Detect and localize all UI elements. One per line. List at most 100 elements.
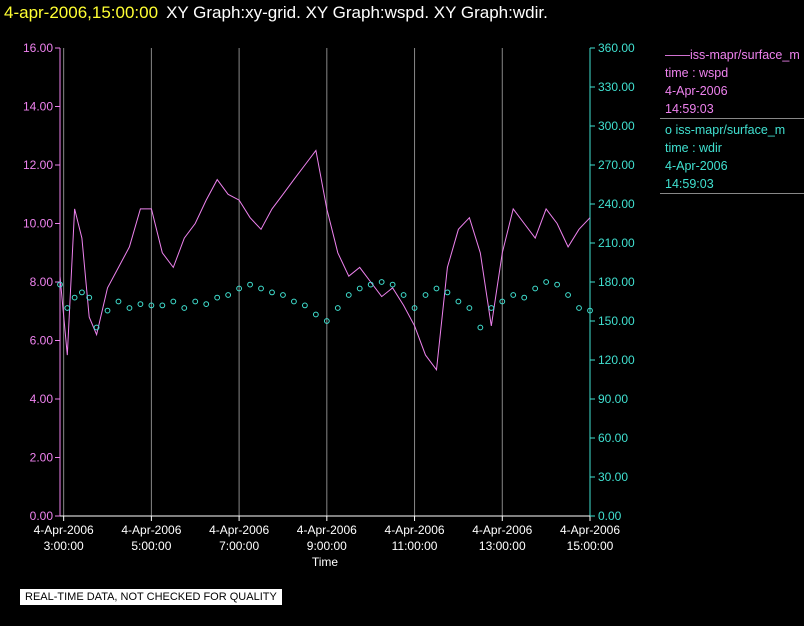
x-tick-label-date: 4-Apr-2006 (121, 523, 181, 537)
series-wdir-point (57, 281, 63, 288)
series-wdir-point (554, 281, 561, 288)
y-right-tick-label: 330.00 (598, 80, 635, 94)
series-wdir-point (587, 307, 593, 314)
x-tick-label-time: 13:00:00 (479, 539, 526, 553)
series-wdir-point (104, 307, 111, 314)
legend-wdir-var: time : wdir (665, 141, 722, 155)
series-wdir-point (148, 302, 155, 309)
legend-line-symbol: —— (665, 48, 690, 62)
series-wdir-point (565, 292, 571, 298)
series-wdir-point (521, 294, 528, 301)
y-right-tick-label: 0.00 (598, 509, 622, 523)
series-wdir-point (64, 305, 71, 311)
series-wdir-point (543, 279, 550, 285)
series-wdir-point (159, 302, 166, 309)
y-left-tick-label: 12.00 (23, 158, 53, 172)
y-right-tick-label: 360.00 (598, 41, 635, 55)
series-wdir-point (356, 285, 363, 292)
y-left-tick-label: 6.00 (30, 334, 54, 348)
series-wdir-point (258, 285, 264, 292)
series-wdir-point (422, 292, 429, 298)
series-wdir-point (79, 289, 85, 296)
y-left-tick-label: 14.00 (23, 100, 53, 114)
x-axis-label: Time (312, 555, 339, 569)
legend-wdir-date: 4-Apr-2006 (665, 159, 728, 173)
legend-wspd-var: time : wspd (665, 66, 729, 80)
series-wdir-point (86, 294, 93, 301)
series-wdir-point (225, 292, 232, 298)
x-tick-label-date: 4-Apr-2006 (297, 523, 357, 537)
series-wdir-point (345, 292, 352, 298)
series-wdir-point (247, 281, 253, 288)
x-tick-label-time: 15:00:00 (567, 539, 614, 553)
y-right-tick-label: 210.00 (598, 236, 635, 250)
y-left-tick-label: 2.00 (30, 451, 54, 465)
series-wdir-point (192, 298, 199, 305)
series-wdir-point (236, 285, 243, 292)
y-right-tick-label: 90.00 (598, 392, 628, 406)
series-wdir-point (181, 305, 188, 311)
legend-wspd-name: iss-mapr/surface_m (690, 48, 800, 62)
y-right-tick-label: 60.00 (598, 431, 628, 445)
x-tick-label-date: 4-Apr-2006 (209, 523, 269, 537)
series-wdir-point (137, 301, 144, 308)
series-wdir-point (115, 298, 122, 305)
graph-titles: XY Graph:xy-grid. XY Graph:wspd. XY Grap… (166, 3, 548, 22)
legend-wspd-date: 4-Apr-2006 (665, 84, 728, 98)
y-left-tick-label: 10.00 (23, 217, 53, 231)
x-tick-label-time: 11:00:00 (392, 539, 438, 553)
series-wdir-point (71, 294, 78, 301)
series-wdir-point (170, 298, 177, 305)
series-wdir-point (455, 298, 462, 305)
series-wdir-point (576, 305, 582, 311)
legend-wdir: o iss-mapr/surface_m time : wdir 4-Apr-2… (660, 119, 804, 194)
series-wdir-point (214, 294, 221, 301)
x-tick-label-time: 7:00:00 (219, 539, 259, 553)
series-wdir-point (334, 305, 341, 311)
x-tick-label-time: 9:00:00 (307, 539, 347, 553)
series-wdir-point (477, 324, 484, 331)
x-tick-label-date: 4-Apr-2006 (560, 523, 620, 537)
y-right-tick-label: 240.00 (598, 197, 635, 211)
series-wdir-point (367, 281, 374, 288)
series-wdir-point (510, 292, 517, 298)
y-left-tick-label: 0.00 (30, 509, 54, 523)
y-right-tick-label: 150.00 (598, 314, 635, 328)
y-right-tick-label: 300.00 (598, 119, 635, 133)
series-wdir-point (378, 279, 385, 285)
legend-wspd-time: 14:59:03 (665, 102, 714, 116)
x-tick-label-date: 4-Apr-2006 (34, 523, 94, 537)
series-wdir-point (433, 285, 440, 292)
series-wdir-point (323, 318, 330, 324)
x-tick-label-time: 5:00:00 (131, 539, 171, 553)
series-wdir-point (488, 305, 495, 311)
series-wdir-point (389, 281, 396, 288)
y-right-tick-label: 120.00 (598, 353, 635, 367)
x-tick-label-date: 4-Apr-2006 (472, 523, 532, 537)
series-wdir-point (301, 302, 308, 309)
y-left-tick-label: 16.00 (23, 41, 53, 55)
series-wdir-point (499, 298, 506, 305)
legend-wdir-time: 14:59:03 (665, 177, 714, 191)
y-right-tick-label: 270.00 (598, 158, 635, 172)
timestamp: 4-apr-2006,15:00:00 (4, 3, 159, 22)
series-wdir-point (126, 305, 133, 311)
legend-wspd: ——iss-mapr/surface_m time : wspd 4-Apr-2… (660, 44, 804, 119)
y-right-tick-label: 180.00 (598, 275, 635, 289)
series-wspd-line (59, 149, 591, 372)
quality-disclaimer: REAL-TIME DATA, NOT CHECKED FOR QUALITY (20, 589, 282, 605)
series-wdir-point (280, 292, 286, 298)
legend-marker-symbol: o (665, 123, 676, 137)
x-tick-label-time: 3:00:00 (44, 539, 84, 553)
y-right-tick-label: 30.00 (598, 470, 628, 484)
series-wdir-point (466, 305, 473, 311)
series-wdir-point (312, 311, 319, 318)
series-wdir-point (291, 298, 297, 305)
series-wdir-point (269, 289, 275, 296)
header-bar: 4-apr-2006,15:00:00 XY Graph:xy-grid. XY … (4, 0, 548, 26)
legend: ——iss-mapr/surface_m time : wspd 4-Apr-2… (660, 44, 804, 194)
legend-wdir-name: iss-mapr/surface_m (675, 123, 786, 137)
series-wdir-point (411, 305, 418, 311)
series-wdir-point (444, 289, 451, 296)
